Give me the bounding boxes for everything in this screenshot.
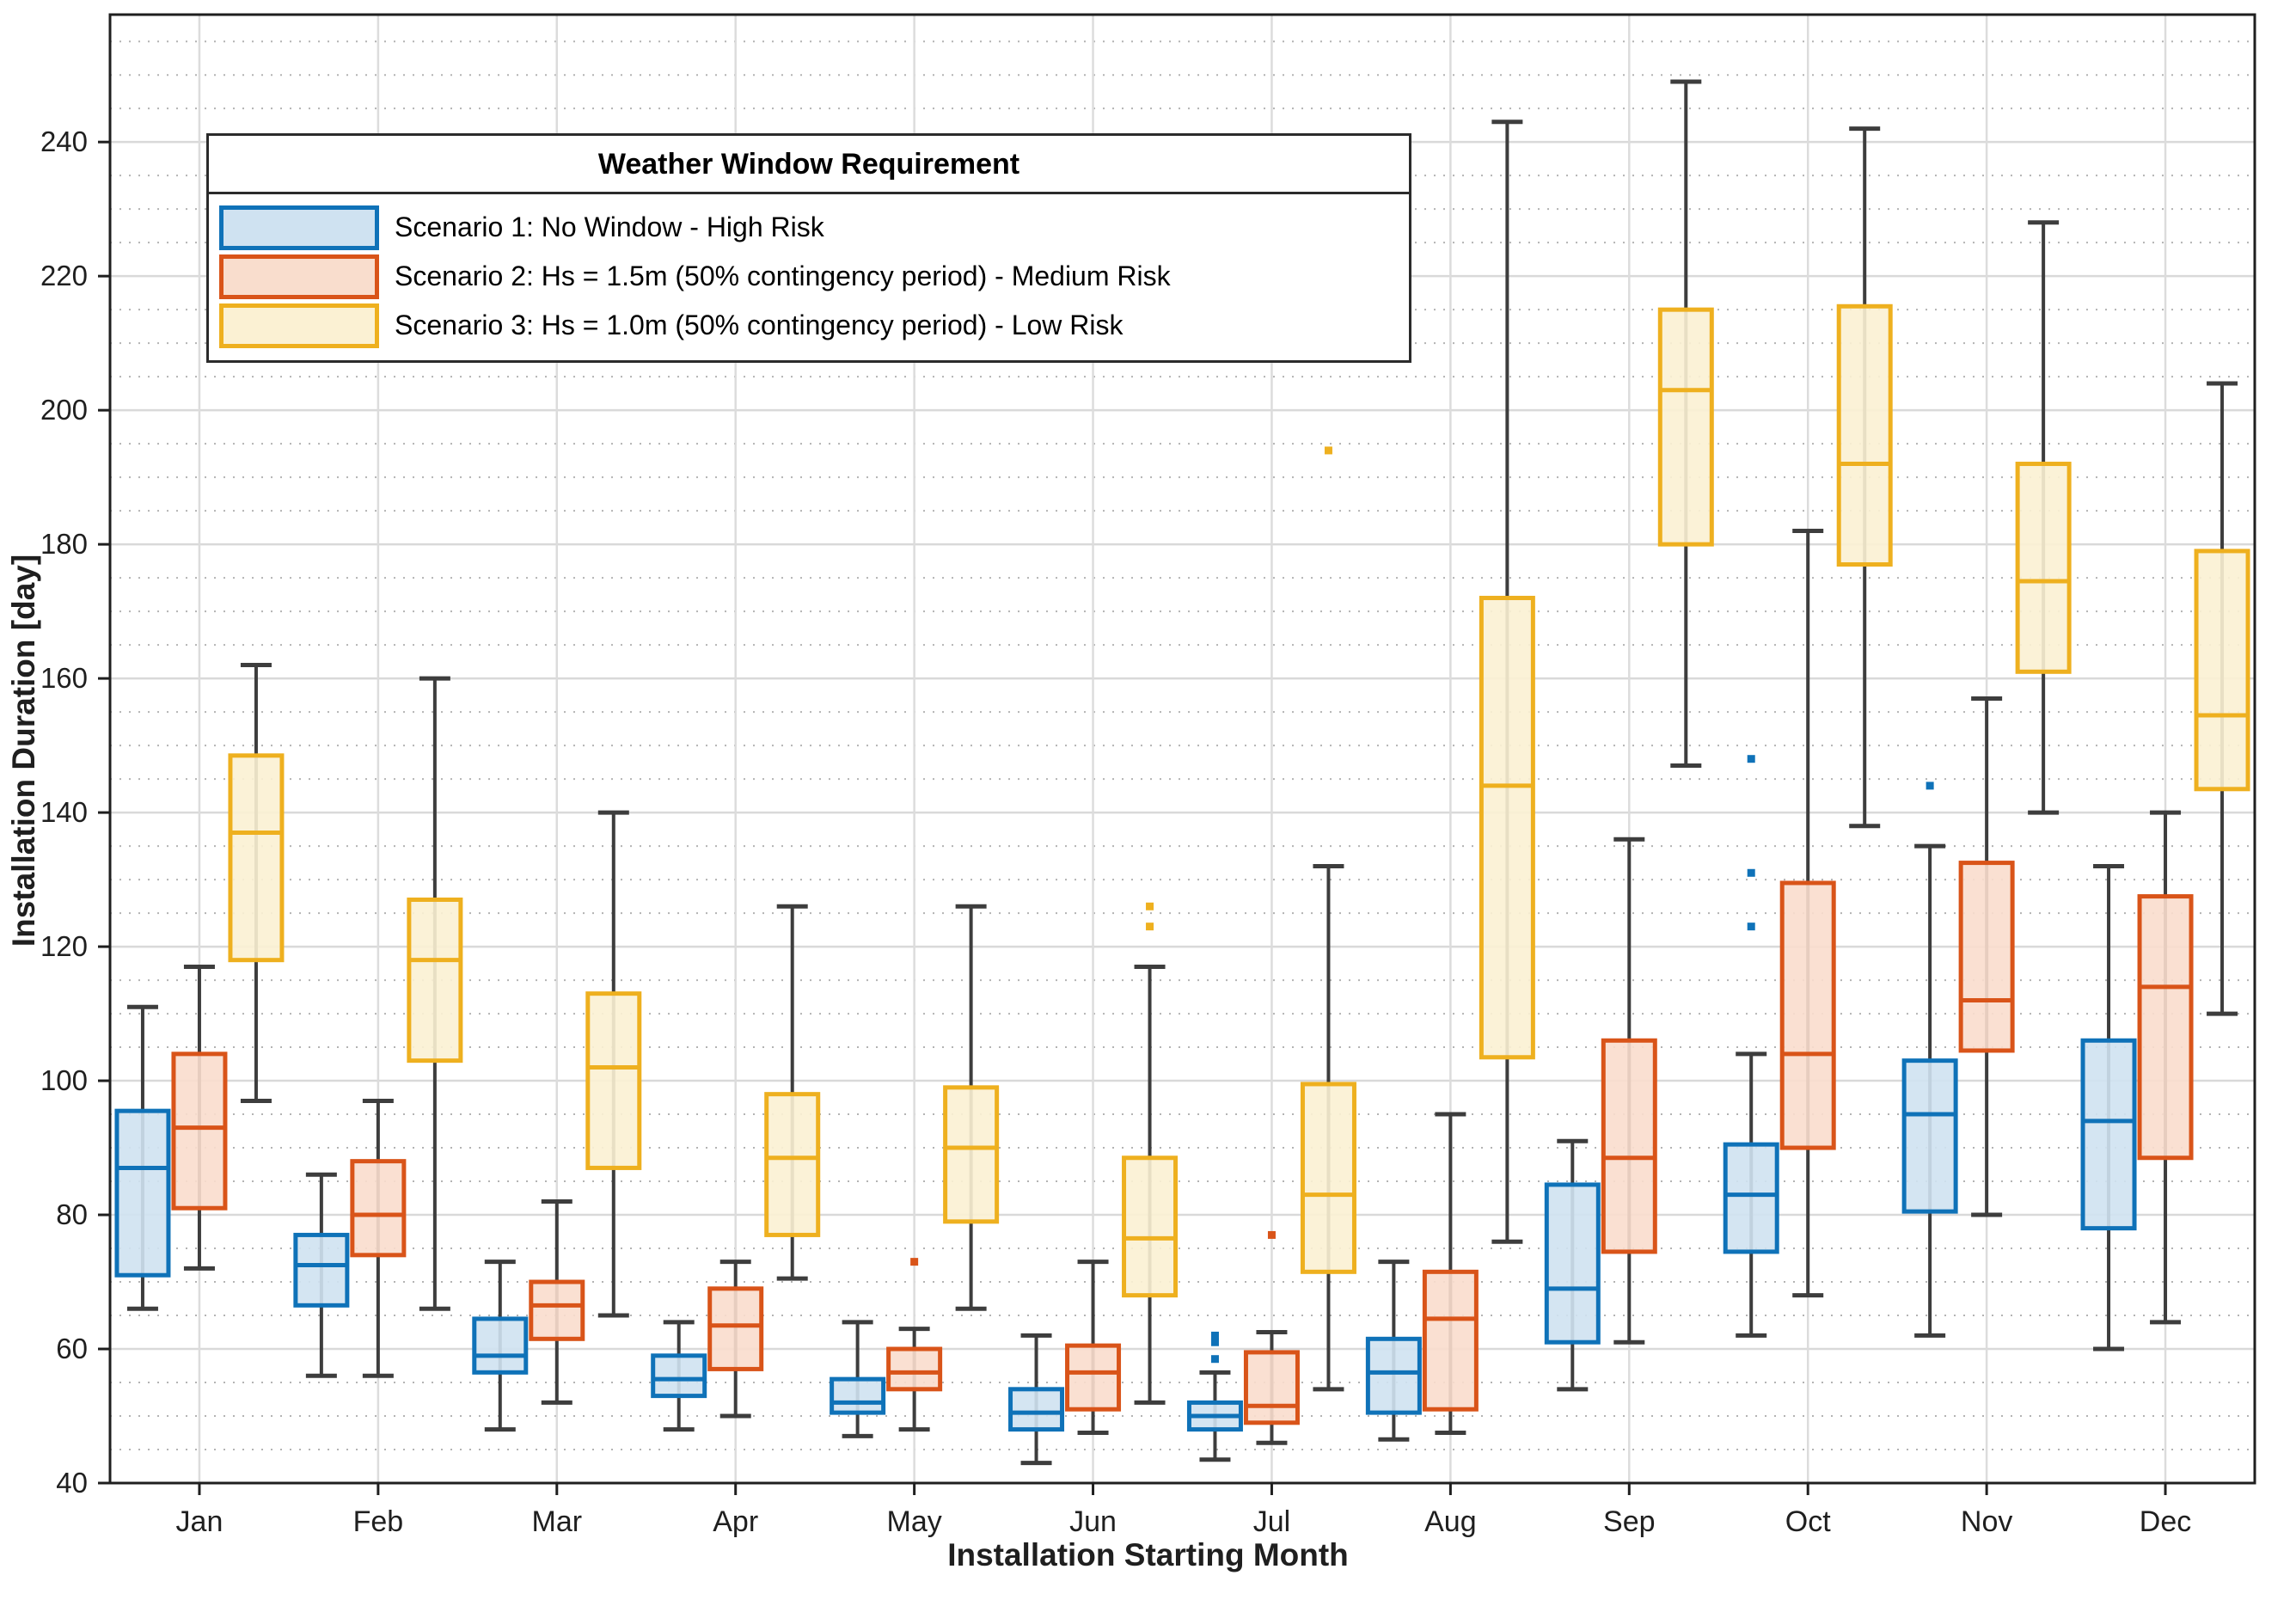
box [350, 1159, 407, 1258]
y-tick-label: 140 [40, 796, 88, 828]
legend-row: Scenario 1: No Window - High Risk [219, 203, 1400, 252]
box [1479, 596, 1535, 1060]
box [228, 753, 285, 963]
legend: Weather Window Requirement Scenario 1: N… [206, 133, 1411, 363]
x-tick-label: Jan [176, 1505, 223, 1538]
x-tick-label: Nov [1961, 1505, 2012, 1538]
box [1723, 1142, 1779, 1254]
box [529, 1279, 585, 1341]
box [707, 1286, 764, 1371]
box [585, 991, 642, 1170]
box [1122, 1155, 1179, 1298]
box [886, 1346, 943, 1392]
box [1065, 1343, 1122, 1412]
box [1365, 1336, 1422, 1415]
box [1008, 1387, 1065, 1432]
box [1544, 1182, 1601, 1345]
y-axis-title: Installation Duration [day] [6, 554, 41, 947]
x-tick-label: Oct [1785, 1505, 1831, 1538]
legend-row: Scenario 2: Hs = 1.5m (50% contingency p… [219, 252, 1400, 301]
outlier-marker [1747, 923, 1755, 931]
legend-title: Weather Window Requirement [209, 136, 1409, 194]
legend-swatch [219, 254, 379, 299]
x-axis-title: Installation Starting Month [947, 1537, 1349, 1572]
x-tick-label: Aug [1424, 1505, 1477, 1538]
box [1300, 1082, 1356, 1274]
outlier-marker [1210, 1355, 1219, 1364]
outlier-marker [1324, 446, 1332, 455]
outlier-marker [1267, 1230, 1276, 1239]
x-tick-label: Feb [353, 1505, 404, 1538]
box [1422, 1269, 1479, 1412]
y-tick-label: 180 [40, 528, 88, 560]
outlier-marker [1210, 1338, 1219, 1346]
box [1657, 307, 1714, 547]
box [1836, 303, 1893, 567]
outlier-marker [1146, 923, 1154, 931]
x-tick-label: Mar [532, 1505, 583, 1538]
y-tick-label: 60 [56, 1333, 88, 1364]
box [2194, 549, 2250, 792]
box [943, 1085, 1000, 1224]
box [472, 1316, 529, 1375]
y-tick-label: 160 [40, 662, 88, 694]
outlier-marker [910, 1258, 919, 1266]
legend-swatch [219, 303, 379, 348]
box [2015, 462, 2072, 674]
legend-swatch [219, 205, 379, 250]
legend-label: Scenario 3: Hs = 1.0m (50% contingency p… [395, 310, 1124, 340]
box [1901, 1058, 1958, 1214]
box [2080, 1038, 2137, 1231]
outlier-marker [1747, 755, 1755, 763]
box [1779, 880, 1836, 1150]
y-tick-label: 220 [40, 260, 88, 291]
y-tick-label: 80 [56, 1198, 88, 1230]
outlier-marker [1210, 1331, 1219, 1339]
box [407, 897, 463, 1064]
box [651, 1353, 707, 1399]
legend-label: Scenario 1: No Window - High Risk [395, 211, 824, 242]
box [2137, 894, 2194, 1161]
y-tick-label: 240 [40, 126, 88, 157]
box [764, 1092, 821, 1237]
x-tick-label: Dec [2140, 1505, 2191, 1538]
y-tick-label: 200 [40, 394, 88, 426]
y-tick-label: 40 [56, 1467, 88, 1499]
x-tick-label: Jul [1253, 1505, 1290, 1538]
x-tick-label: Apr [713, 1505, 758, 1538]
y-tick-label: 100 [40, 1064, 88, 1096]
x-tick-label: Jun [1069, 1505, 1117, 1538]
box [1601, 1038, 1657, 1254]
box [171, 1051, 228, 1211]
box [114, 1108, 171, 1278]
box [1958, 861, 2015, 1053]
legend-row: Scenario 3: Hs = 1.0m (50% contingency p… [219, 301, 1400, 350]
legend-label: Scenario 2: Hs = 1.5m (50% contingency p… [395, 261, 1171, 291]
x-tick-label: Sep [1603, 1505, 1656, 1538]
box [830, 1376, 886, 1415]
legend-rows: Scenario 1: No Window - High Risk Scenari… [209, 194, 1409, 360]
box [1243, 1350, 1300, 1425]
box [293, 1232, 350, 1308]
y-tick-label: 120 [40, 930, 88, 962]
plot-border [108, 13, 2256, 1485]
outlier-marker [1747, 868, 1755, 877]
outlier-marker [1926, 782, 1934, 790]
x-tick-label: May [887, 1505, 942, 1538]
outlier-marker [1146, 902, 1154, 910]
